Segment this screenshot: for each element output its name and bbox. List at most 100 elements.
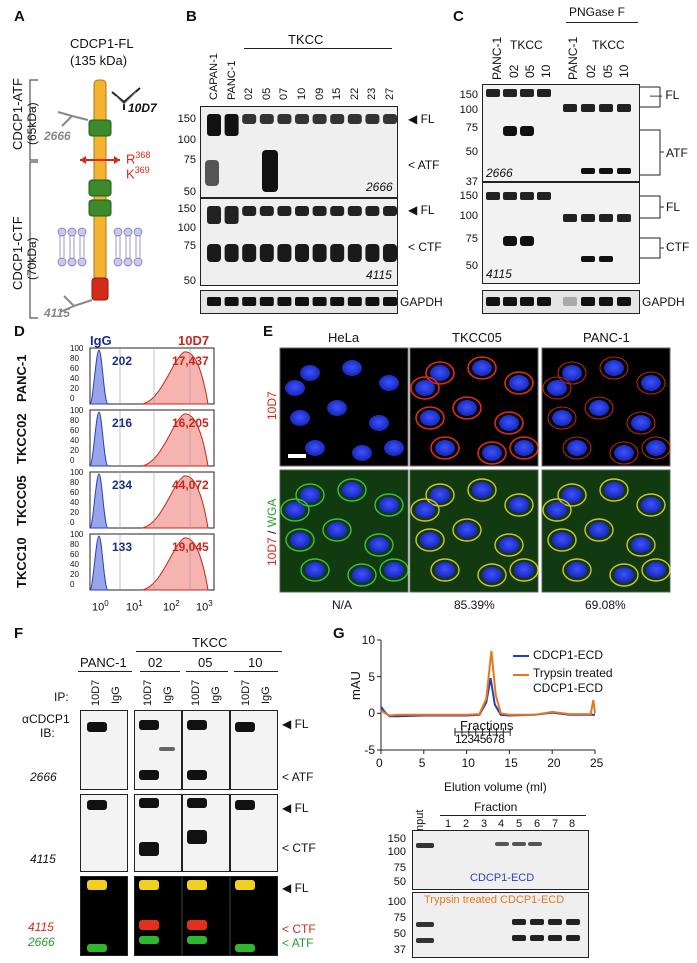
- b-band-fl2: [207, 206, 221, 224]
- antibody-2666: [57, 111, 89, 127]
- cdcp1-fl-kda: (135 kDa): [70, 53, 128, 68]
- e-nucleus: [379, 497, 399, 513]
- d-ytick: 20: [70, 508, 79, 517]
- label-b-atf: < ATF: [408, 158, 440, 172]
- e-nucleus: [472, 360, 492, 376]
- e-nucleus: [285, 380, 305, 396]
- g-mw-top: 50: [393, 876, 406, 888]
- membrane-lipids: [57, 227, 143, 267]
- g-xtick-label: 10: [461, 756, 475, 770]
- e-membrane-green: [477, 563, 507, 587]
- c-mw-top: 50: [465, 146, 478, 158]
- d-ytick: 100: [70, 468, 84, 477]
- e-nucleus: [435, 440, 455, 456]
- panel-label-b: B: [186, 8, 197, 25]
- c-band-fl: [486, 89, 500, 97]
- g-band-input: [416, 843, 434, 848]
- b-band-ctf: [330, 244, 345, 262]
- e-membrane-red: [415, 406, 445, 430]
- pngase-label: PNGase F: [569, 5, 626, 19]
- e-pct-panc1: 69.08%: [585, 598, 626, 612]
- label-b-fl-2: ◀ FL: [408, 203, 435, 217]
- d-ytick: 0: [70, 394, 75, 403]
- tkcc-c-right: TKCC: [592, 38, 625, 52]
- b-band-fl2: [365, 206, 380, 216]
- d-igg-peak: [89, 411, 109, 467]
- f-panc1-line: [78, 671, 132, 672]
- e-nucleus: [482, 567, 502, 583]
- e-nucleus: [604, 482, 624, 498]
- f-band-igg: [159, 747, 175, 751]
- panel-label-d: D: [14, 323, 25, 340]
- d-10d7-value: 17,437: [172, 354, 209, 368]
- legend-swatch-trypsin: [513, 674, 529, 676]
- f-band-fl: [235, 722, 255, 732]
- e-nucleus: [415, 502, 435, 518]
- e-nucleus: [646, 440, 666, 456]
- e-nucleus: [604, 360, 624, 376]
- c-band-gapdh: [537, 297, 551, 306]
- d-igg-peak: [89, 349, 109, 405]
- g-mw-bot: 100: [387, 896, 406, 908]
- c-band-atf-pn: [581, 168, 595, 174]
- b-band-gapdh: [295, 297, 309, 306]
- f-band-atf-green: [87, 944, 107, 952]
- d-10d7-header: 10D7: [178, 333, 210, 348]
- e-nucleus: [631, 415, 651, 431]
- c-band-fl2: [599, 214, 613, 222]
- tkcc-group-b: TKCC: [288, 32, 324, 47]
- label-2666: 2666: [44, 129, 71, 143]
- e-membrane-green: [636, 493, 666, 517]
- e-nucleus: [567, 440, 587, 456]
- f-band-fl2: [187, 798, 207, 808]
- g-xtick-label: 20: [547, 756, 561, 770]
- e-membrane-green: [379, 558, 409, 582]
- e-membrane-red: [504, 371, 534, 395]
- c-band-gapdh: [503, 297, 517, 306]
- e-membrane-green: [609, 563, 639, 587]
- legend-ecd: CDCP1-ECD: [533, 648, 604, 662]
- g-ytick-label: 10: [361, 633, 375, 647]
- f-band-ctf-red: [139, 920, 159, 930]
- f-line-10: [234, 671, 278, 672]
- label-r368: R368: [126, 150, 151, 167]
- g-fraction-header: Fraction: [474, 800, 518, 814]
- b-band-fl2: [347, 206, 362, 216]
- b-band-fl: [259, 114, 274, 124]
- label-10d7: 10D7: [128, 101, 157, 115]
- g-fraction-numbers: 12345678: [455, 732, 505, 746]
- e-membrane-red: [467, 356, 497, 380]
- f-ip-label: IP:: [54, 690, 69, 704]
- d-10d7-value: 44,072: [172, 478, 209, 492]
- d-ytick: 60: [70, 488, 79, 497]
- d-ytick: 100: [70, 530, 84, 539]
- f-fl-3: ◀ FL: [282, 881, 309, 895]
- c-band-gapdh: [563, 297, 577, 306]
- b-band-ctf: [295, 244, 309, 262]
- g-band-ecd: [528, 842, 542, 846]
- b-band-fl: [365, 114, 380, 124]
- e-membrane-red: [626, 411, 656, 435]
- e-membrane-green: [452, 518, 482, 542]
- d-igg-value: 202: [112, 354, 133, 368]
- antibody-10d7: [111, 87, 141, 110]
- d-ytick: 20: [70, 446, 79, 455]
- f-ab-label: αCDCP1: [22, 712, 70, 726]
- b-band-fl2: [383, 206, 397, 216]
- ab-b-2666: 2666: [366, 180, 393, 194]
- g-mw-top: 150: [387, 833, 406, 845]
- e-nucleus: [415, 380, 435, 396]
- e-nucleus: [499, 415, 519, 431]
- b-band-ctf: [224, 244, 239, 262]
- e-nucleus: [547, 380, 567, 396]
- d-xtick-1: 101: [126, 599, 143, 614]
- d-10d7-peak: [141, 413, 209, 467]
- d-igg-value: 216: [112, 416, 133, 430]
- g-gel-ecd-label: CDCP1-ECD: [470, 872, 535, 884]
- g-band-input-3: [416, 938, 434, 943]
- b-band-gapdh: [312, 297, 327, 306]
- label-c-ctf: CTF: [666, 240, 690, 254]
- c-band-fl2: [537, 192, 551, 200]
